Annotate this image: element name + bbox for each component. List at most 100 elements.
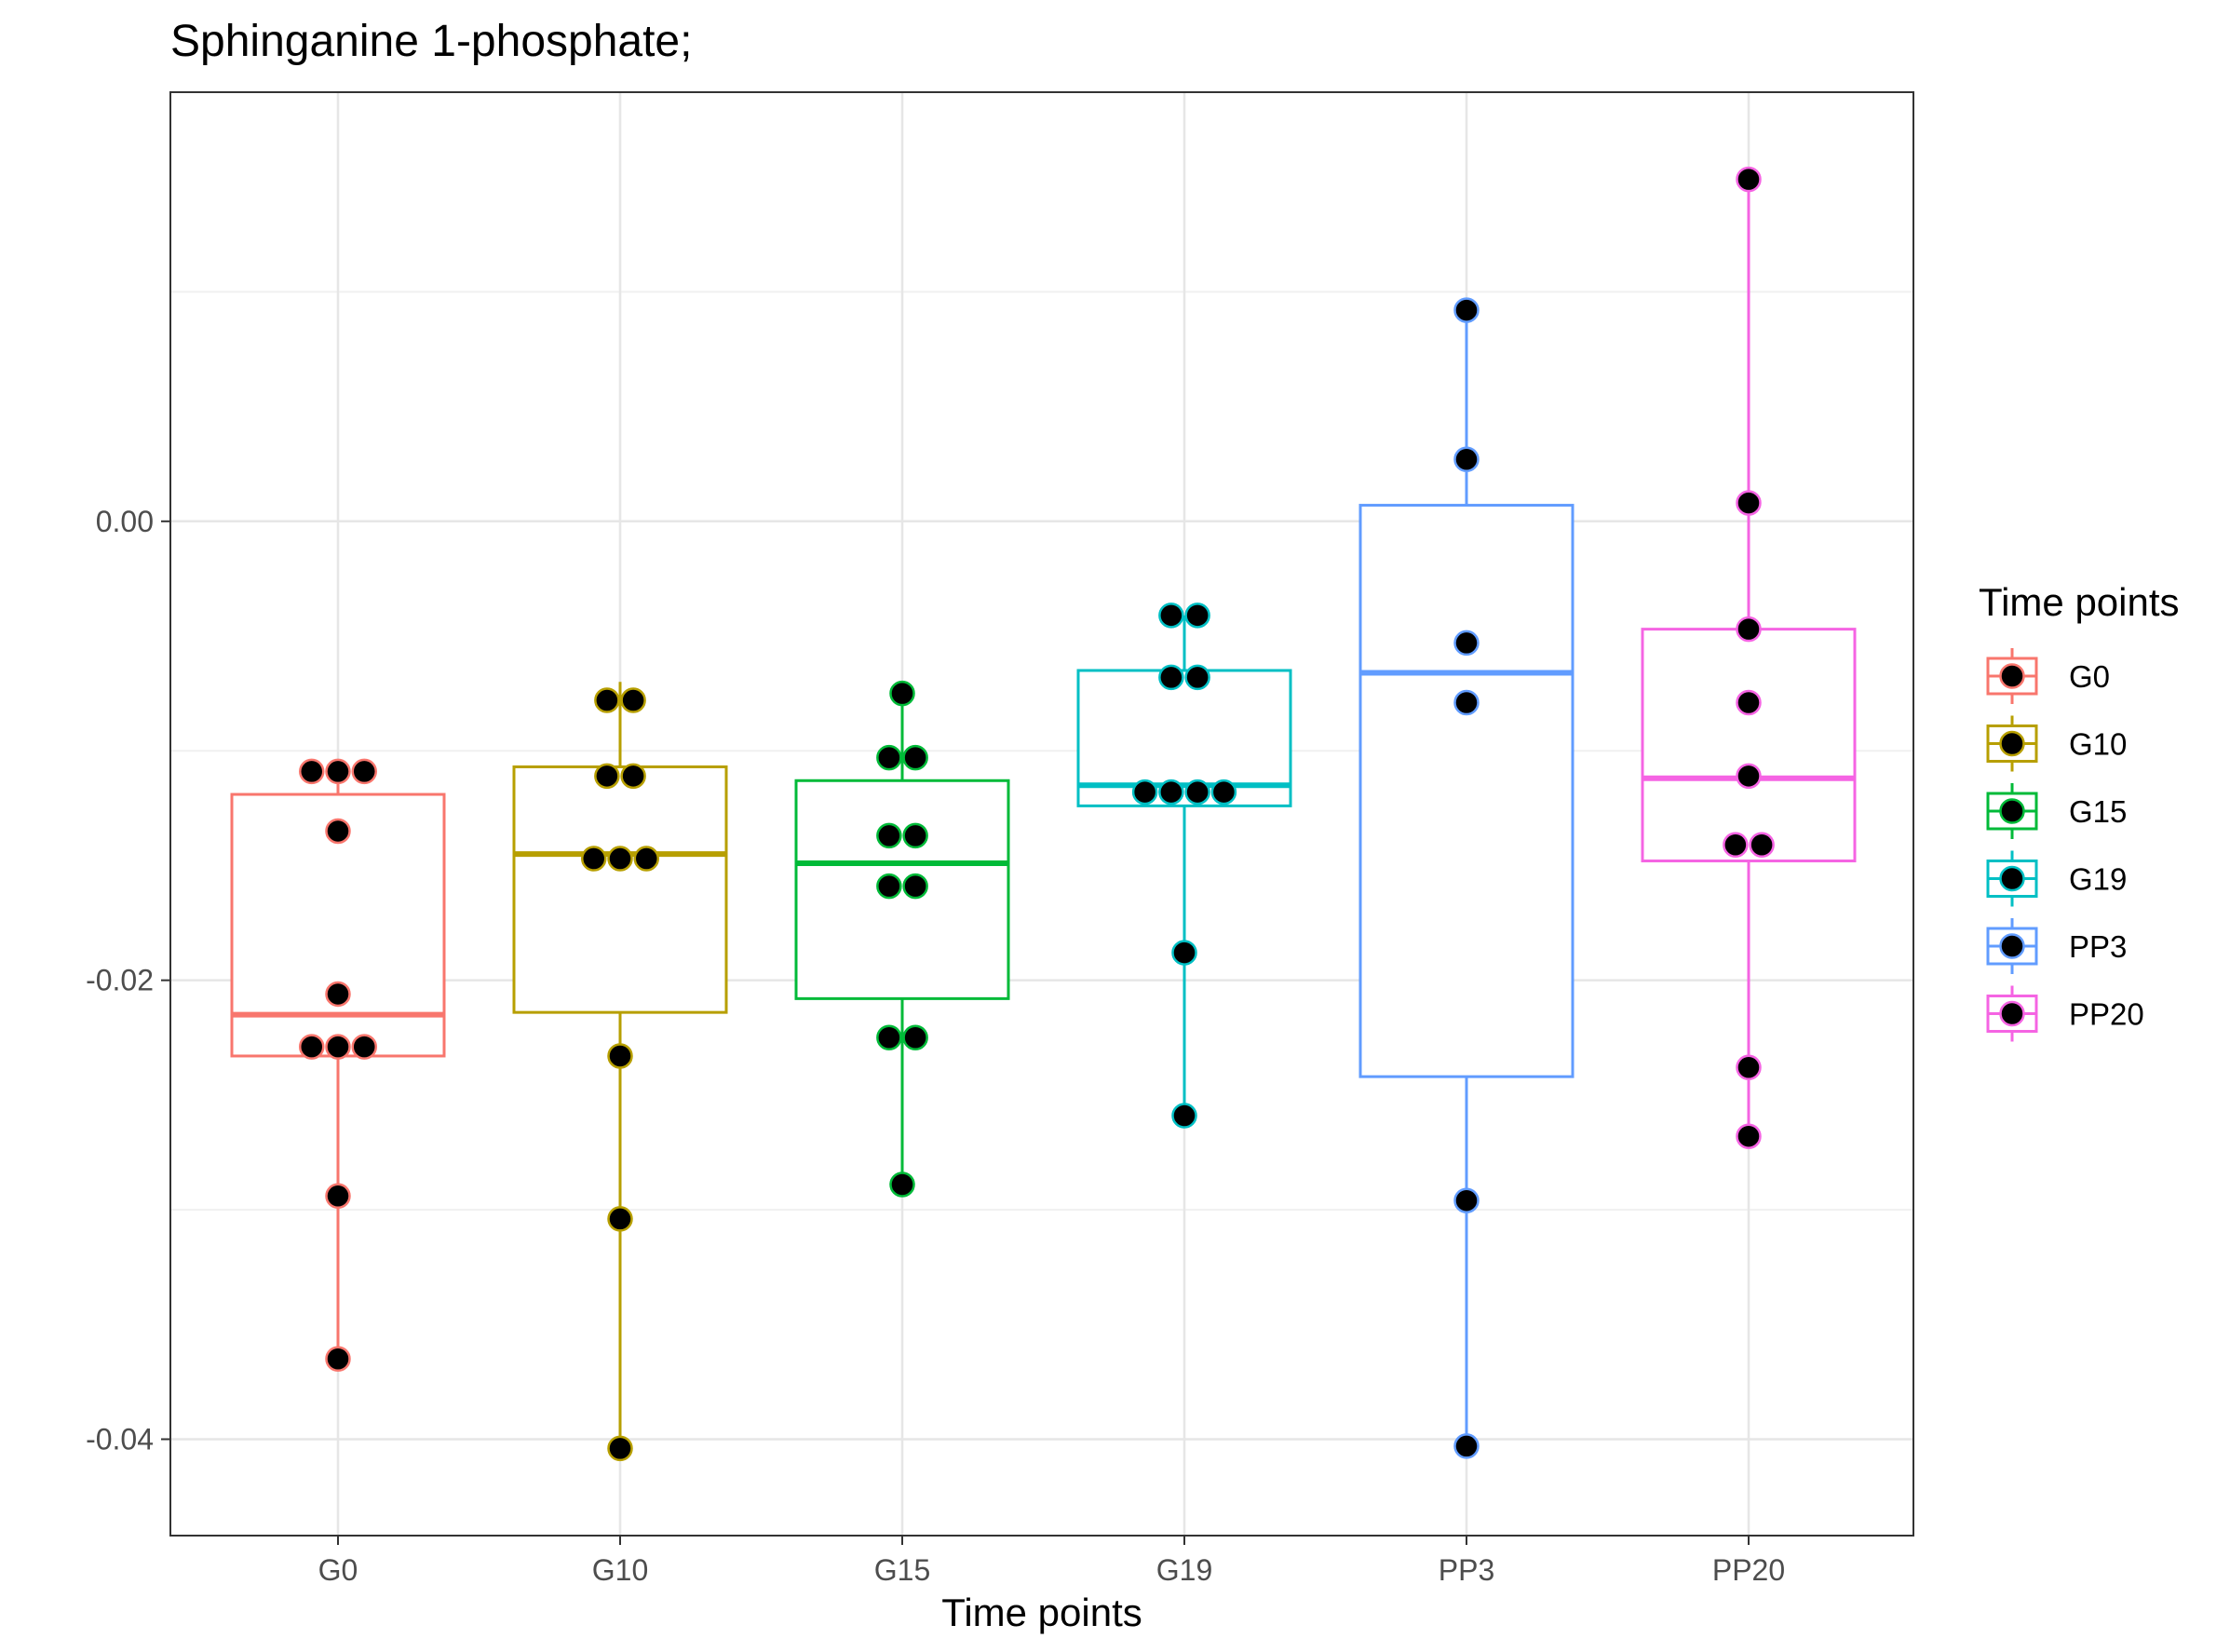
x-axis-title: Time points	[941, 1591, 1142, 1634]
minor-gridlines	[170, 291, 1913, 1212]
data-point-pp20	[1723, 832, 1749, 859]
data-point-g19	[1210, 779, 1237, 806]
data-point-g19	[1158, 603, 1184, 629]
data-points	[298, 166, 1775, 1462]
x-tick-label: G19	[1156, 1553, 1212, 1587]
data-point-pp20	[1736, 1054, 1762, 1081]
data-point-g10	[607, 1435, 633, 1462]
data-point-pp3	[1453, 446, 1480, 473]
data-point-g15	[902, 822, 928, 849]
data-point-pp3	[1453, 689, 1480, 716]
data-point-pp20	[1736, 616, 1762, 643]
legend-label: G15	[2069, 794, 2127, 829]
data-point-g15	[876, 873, 902, 900]
legend-item-pp3: PP3	[1986, 918, 2127, 974]
data-point-g19	[1184, 779, 1210, 806]
legend-label: G10	[2069, 727, 2127, 762]
legend-label: PP20	[2069, 997, 2144, 1032]
legend: Time points G0 G10 G15 G19 PP3 PP20	[1979, 580, 2180, 1042]
box-pp3	[1358, 310, 1575, 1446]
y-tick-label: 0.00	[96, 505, 154, 538]
data-point-g15	[876, 744, 902, 771]
legend-key-point	[1999, 865, 2025, 892]
data-point-g0	[325, 981, 351, 1008]
legend-label: G19	[2069, 862, 2127, 897]
data-point-pp20	[1736, 763, 1762, 790]
data-point-pp20	[1736, 689, 1762, 716]
legend-key-point	[1999, 933, 2025, 959]
data-point-g0	[325, 1183, 351, 1210]
data-point-g15	[889, 1171, 915, 1198]
data-point-g19	[1184, 603, 1210, 629]
data-point-g10	[580, 846, 607, 872]
legend-item-g0: G0	[1986, 648, 2110, 704]
legend-label: PP3	[2069, 929, 2127, 964]
data-point-g10	[633, 846, 660, 872]
data-point-g10	[620, 763, 646, 790]
data-point-g0	[325, 818, 351, 845]
box-g15	[794, 693, 1010, 1185]
data-point-g10	[620, 687, 646, 713]
data-point-g15	[889, 680, 915, 707]
data-point-pp20	[1736, 1123, 1762, 1149]
chart-title: Sphinganine 1-phosphate;	[170, 17, 692, 66]
box-iqr	[1358, 504, 1575, 1078]
data-point-g15	[876, 822, 902, 849]
legend-item-g10: G10	[1986, 715, 2127, 772]
legend-key-point	[1999, 1000, 2025, 1027]
x-tick-label: PP3	[1439, 1553, 1494, 1587]
data-point-pp20	[1749, 832, 1775, 859]
data-point-g0	[298, 1034, 325, 1060]
data-point-g0	[325, 758, 351, 785]
x-tick-label: G0	[318, 1553, 358, 1587]
legend-item-g15: G15	[1986, 783, 2127, 839]
data-point-g0	[325, 1034, 351, 1060]
data-point-g10	[607, 846, 633, 872]
box-g19	[1076, 615, 1292, 1117]
x-tick-label: PP20	[1712, 1553, 1785, 1587]
y-tick-label: -0.02	[86, 964, 154, 997]
data-point-g10	[607, 1043, 633, 1069]
data-point-g0	[351, 758, 378, 785]
data-point-g0	[325, 1346, 351, 1373]
data-point-g10	[594, 687, 620, 713]
legend-key-point	[1999, 798, 2025, 824]
data-point-g19	[1131, 779, 1158, 806]
x-tick-label: G10	[592, 1553, 648, 1587]
data-point-pp20	[1736, 490, 1762, 516]
data-point-g15	[902, 744, 928, 771]
box-pp20	[1641, 179, 1857, 1137]
y-axis: -0.04 -0.02 0.00	[86, 505, 170, 1456]
data-point-g10	[607, 1206, 633, 1232]
data-point-g0	[351, 1034, 378, 1060]
data-point-g19	[1184, 664, 1210, 691]
data-point-pp3	[1453, 1187, 1480, 1213]
data-point-g19	[1158, 664, 1184, 691]
data-point-g19	[1158, 779, 1184, 806]
data-point-pp3	[1453, 1433, 1480, 1459]
legend-label: G0	[2069, 659, 2110, 694]
data-point-pp3	[1453, 297, 1480, 323]
box-iqr	[512, 765, 728, 1014]
box-g10	[512, 682, 728, 1449]
data-point-pp3	[1453, 630, 1480, 657]
legend-key-point	[1999, 663, 2025, 689]
data-point-g19	[1171, 940, 1197, 966]
data-point-g15	[902, 873, 928, 900]
x-axis: G0 G10 G15 G19 PP3 PP20	[318, 1536, 1785, 1587]
data-point-g19	[1171, 1103, 1197, 1129]
data-point-g15	[902, 1024, 928, 1051]
legend-item-g19: G19	[1986, 850, 2127, 907]
legend-title: Time points	[1979, 580, 2180, 624]
data-point-g15	[876, 1024, 902, 1051]
data-point-pp20	[1736, 166, 1762, 193]
data-point-g0	[298, 758, 325, 785]
legend-key-point	[1999, 730, 2025, 757]
data-point-g10	[594, 763, 620, 790]
box-iqr	[1641, 628, 1857, 863]
y-tick-label: -0.04	[86, 1423, 154, 1456]
legend-item-pp20: PP20	[1986, 985, 2144, 1042]
x-tick-label: G15	[874, 1553, 930, 1587]
box-iqr	[794, 779, 1010, 1000]
